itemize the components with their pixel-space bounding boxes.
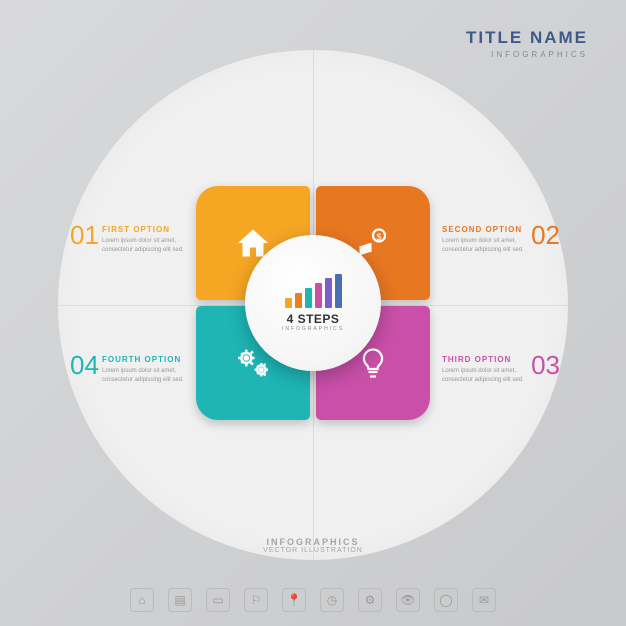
svg-text:$: $ [376,232,381,242]
center-title: 4 STEPS [287,312,340,326]
watermark-title: INFOGRAPHICS [0,537,626,547]
option-1-text: Lorem ipsum dolor sit amet, consectetur … [102,237,188,255]
home-icon: ⌂ [130,588,154,612]
option-2-title: SECOND OPTION [442,225,528,234]
eye-icon: 👁 [396,588,420,612]
center-subtitle: INFOGRAPHICS [282,326,344,332]
center-circle: 4 STEPS INFOGRAPHICS [245,235,381,371]
option-3-number: 03 [531,350,560,381]
option-3-text: Lorem ipsum dolor sit amet, consectetur … [442,367,528,385]
battery-icon: ▭ [206,588,230,612]
option-2-number: 02 [531,220,560,251]
option-3-title: THIRD OPTION [442,355,528,364]
option-3: 03 THIRD OPTION Lorem ipsum dolor sit am… [442,355,528,385]
header-title: TITLE NAME [466,28,588,48]
footer-icons: ⌂ ▤ ▭ ⚐ 📍 ◷ ⚙ 👁 ◯ ✉ [0,588,626,612]
map-icon: ⚐ [244,588,268,612]
watermark-sub: VECTOR ILLUSTRATION [0,547,626,554]
option-1: 01 FIRST OPTION Lorem ipsum dolor sit am… [102,225,188,255]
time-icon: ◷ [320,588,344,612]
header-subtitle: INFOGRAPHICS [466,50,588,59]
option-4-number: 04 [70,350,99,381]
pin-icon: 📍 [282,588,306,612]
mail-icon: ✉ [472,588,496,612]
watermark: INFOGRAPHICS VECTOR ILLUSTRATION [0,537,626,554]
option-2: 02 SECOND OPTION Lorem ipsum dolor sit a… [442,225,528,255]
header: TITLE NAME INFOGRAPHICS [466,28,588,59]
option-1-number: 01 [70,220,99,251]
center-bar-chart [285,274,342,308]
option-4-text: Lorem ipsum dolor sit amet, consectetur … [102,367,188,385]
option-1-title: FIRST OPTION [102,225,188,234]
option-4: 04 FOURTH OPTION Lorem ipsum dolor sit a… [102,355,188,385]
chart-icon: ▤ [168,588,192,612]
camera-icon: ◯ [434,588,458,612]
settings-icon: ⚙ [358,588,382,612]
option-2-text: Lorem ipsum dolor sit amet, consectetur … [442,237,528,255]
option-4-title: FOURTH OPTION [102,355,188,364]
